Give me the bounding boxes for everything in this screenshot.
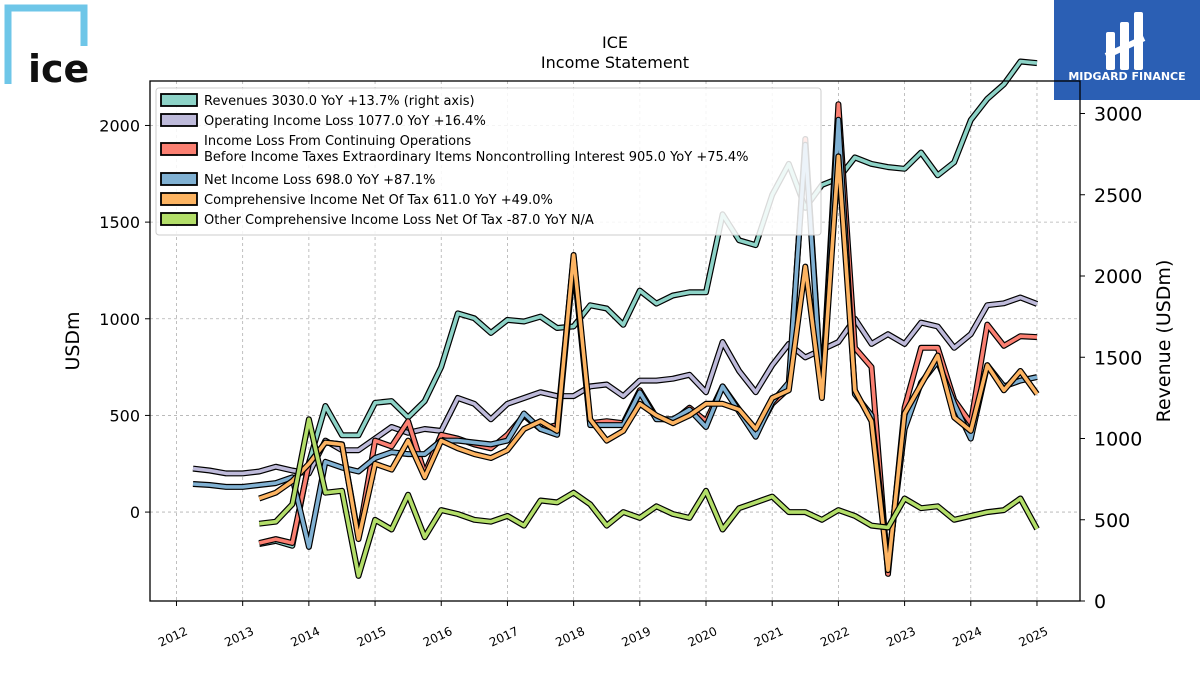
series-line [258,154,1039,572]
ice-logo: ice [4,4,88,88]
y2-tick-label: 1500 [1094,347,1142,369]
series-line [258,417,1039,578]
y-tick-label: 0 [130,503,140,522]
x-tick-label: 2016 [421,624,455,650]
logo-bracket [4,4,88,84]
legend-label: Operating Income Loss 1077.0 YoY +16.4% [204,114,486,129]
series-revenues [258,58,1038,549]
legend-swatch [160,212,198,226]
series-comprehensive-income-net-of-tax [258,153,1040,574]
chart-title: ICE [602,33,628,52]
legend: Revenues 3030.0 YoY +13.7% (right axis) O… [155,87,822,236]
series-other-comprehensive-income-loss-net-of-tax [258,416,1040,579]
y-axis-left: 0 500 1000 1500 2000 [99,116,150,522]
x-tick-label: 2023 [884,624,918,650]
y-tick-label: 1000 [99,310,140,329]
x-tick-label: 2020 [686,624,720,650]
x-tick-label: 2022 [818,624,852,650]
y-tick-label: 1500 [99,213,140,232]
x-tick-label: 2025 [1017,624,1051,650]
x-tick-label: 2014 [289,624,323,650]
y2-tick-label: 2000 [1094,266,1142,288]
y2-tick-label: 500 [1094,510,1130,532]
brand-name: MIDGARD FINANCE [1068,70,1185,83]
x-tick-label: 2024 [950,624,984,650]
legend-label: Net Income Loss 698.0 YoY +87.1% [204,173,435,188]
legend-swatch [160,172,198,186]
series-layer [192,58,1040,579]
x-tick-label: 2012 [156,624,190,650]
x-tick-label: 2019 [619,624,653,650]
legend-swatch [160,93,198,107]
series-line [258,59,1038,548]
x-tick-label: 2015 [355,624,389,650]
legend-label: Income Loss From Continuing Operations [204,134,471,149]
x-axis: 2012 2013 2014 2015 2016 2017 2018 2019 2020 2021… [156,601,1050,650]
x-tick-label: 2017 [487,624,521,650]
legend-box [155,87,822,236]
x-tick-label: 2018 [553,624,587,650]
x-tick-label: 2021 [752,624,786,650]
legend-swatch [160,192,198,206]
y2-tick-label: 1000 [1094,429,1142,451]
legend-label: Other Comprehensive Income Loss Net Of T… [204,213,594,228]
legend-label: Comprehensive Income Net Of Tax 611.0 Yo… [204,193,553,208]
y-tick-label: 2000 [99,116,140,135]
y-tick-label: 500 [109,406,140,425]
brand-mark-icon [1104,12,1146,70]
brand-badge: MIDGARD FINANCE [1054,0,1200,100]
legend-swatch [160,113,198,127]
y-axis-label: USDm [62,311,84,370]
y2-axis-label: Revenue (USDm) [1153,260,1175,423]
legend-label: Before Income Taxes Extraordinary Items … [204,150,749,165]
chart-subtitle: Income Statement [541,53,689,72]
logo-text: ice [28,47,88,88]
y2-tick-label: 0 [1094,591,1106,613]
legend-label: Revenues 3030.0 YoY +13.7% (right axis) [204,94,475,109]
x-tick-label: 2013 [222,624,256,650]
y2-tick-label: 2500 [1094,185,1142,207]
legend-swatch [160,142,198,156]
y2-tick-label: 3000 [1094,104,1142,126]
plot-frame [149,80,1081,602]
y-axis-right: 0 500 1000 1500 2000 2500 3000 [1080,104,1142,613]
